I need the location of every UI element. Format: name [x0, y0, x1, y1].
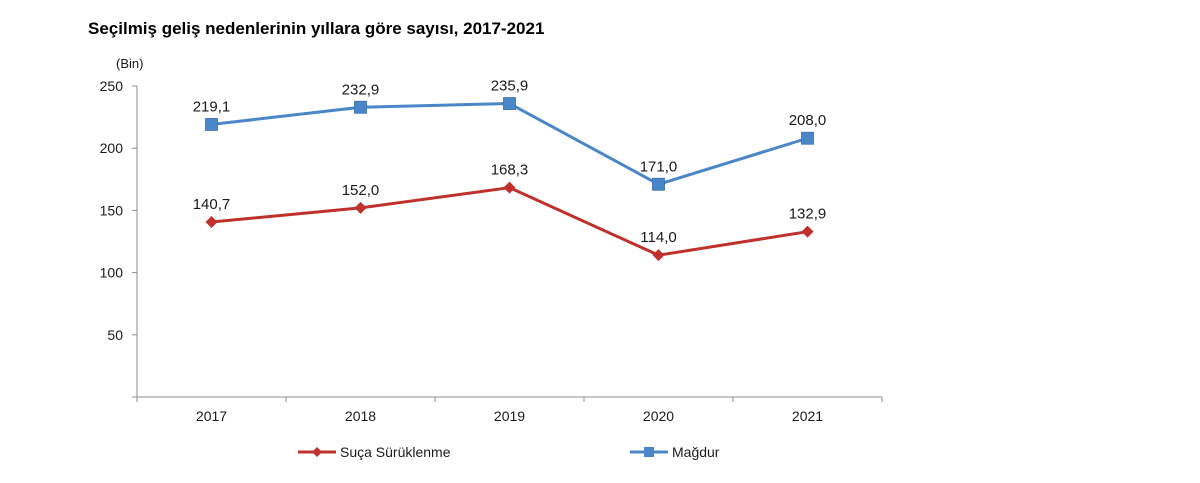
- y-axis-label: (Bin): [116, 56, 143, 71]
- y-tick-label: 150: [100, 202, 124, 218]
- x-tick-label: 2017: [196, 408, 227, 424]
- data-label: 132,9: [789, 206, 827, 223]
- data-label: 152,0: [342, 182, 380, 199]
- x-tick-label: 2018: [345, 408, 376, 424]
- data-label: 232,9: [342, 81, 380, 98]
- axes: 50 100 150 200 250 (Bin) 2017 2018 2019 2020 2021: [100, 56, 883, 424]
- legend-label: Suça Sürüklenme: [340, 444, 451, 460]
- data-point-magdur: [205, 118, 218, 131]
- chart-title: Seçilmiş geliş nedenlerinin yıllara göre…: [88, 19, 545, 38]
- legend-label: Mağdur: [672, 444, 720, 460]
- data-label: 235,9: [491, 78, 529, 95]
- data-label: 140,7: [193, 196, 231, 213]
- data-label: 114,0: [640, 229, 676, 246]
- data-label: 168,3: [491, 162, 529, 179]
- series-group: 140,7 152,0 168,3 114,0 132,9 219,1 232,9 235,9…: [193, 78, 827, 262]
- legend-marker-square: [644, 447, 654, 457]
- y-tick-label: 250: [100, 78, 124, 94]
- data-point-suca-suruklenme: [652, 249, 665, 262]
- data-label: 219,1: [193, 98, 231, 115]
- x-tick-label: 2021: [792, 408, 823, 424]
- data-point-magdur: [652, 177, 665, 191]
- data-point-magdur: [801, 131, 814, 145]
- data-label: 208,0: [789, 112, 827, 129]
- y-tick-label: 200: [100, 140, 124, 156]
- x-tick-label: 2020: [643, 408, 674, 424]
- data-point-suca-suruklenme: [354, 201, 367, 214]
- legend-marker-diamond: [312, 447, 322, 457]
- x-tick-label: 2019: [494, 408, 525, 424]
- data-point-magdur: [354, 100, 367, 114]
- y-tick-label: 50: [107, 327, 123, 343]
- data-point-suca-suruklenme: [503, 181, 516, 194]
- data-point-suca-suruklenme: [801, 225, 814, 238]
- data-point-suca-suruklenme: [205, 215, 218, 228]
- legend: Suça Sürüklenme Mağdur: [298, 444, 720, 460]
- series-line-suca-suruklenme: [211, 186, 808, 257]
- y-tick-label: 100: [100, 265, 124, 281]
- data-point-magdur: [503, 97, 516, 110]
- data-label: 171,0: [640, 158, 678, 175]
